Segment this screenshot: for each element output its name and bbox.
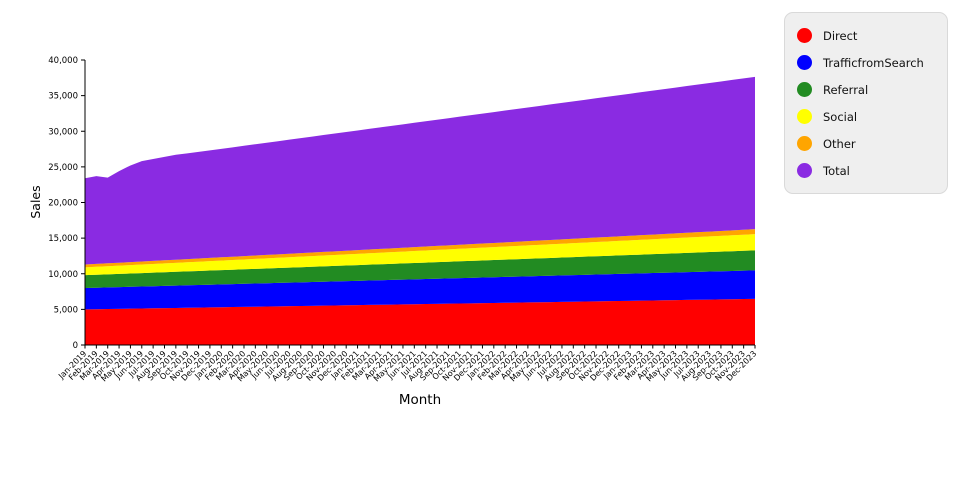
legend-item-total: Total: [797, 157, 935, 184]
legend-label: Total: [823, 163, 850, 178]
legend-label: Direct: [823, 28, 858, 43]
y-tick-label: 20,000: [48, 199, 78, 209]
stacked-area-chart: 0 5,000 10,000 15,000 20,000 25,000 30,000 35,0…: [28, 56, 758, 408]
y-tick-label: 10,000: [48, 270, 78, 280]
y-tick-label: 5,000: [54, 305, 78, 315]
y-axis-title: Sales: [28, 185, 43, 218]
y-tick-label: 15,000: [48, 234, 78, 244]
legend-label: TrafficfromSearch: [823, 55, 924, 70]
legend-marker-icon: [797, 28, 812, 43]
legend-label: Referral: [823, 82, 869, 97]
legend-item-referral: Referral: [797, 76, 935, 103]
y-tick-label: 0: [73, 341, 78, 351]
legend-marker-icon: [797, 82, 812, 97]
legend-item-direct: Direct: [797, 22, 935, 49]
legend-item-trafficfromsearch: TrafficfromSearch: [797, 49, 935, 76]
area-total: [85, 76, 755, 265]
area-referral: [85, 250, 755, 288]
legend-label: Other: [823, 136, 856, 151]
legend-marker-icon: [797, 163, 812, 178]
y-tick-label: 25,000: [48, 163, 78, 173]
area-direct: [85, 298, 755, 345]
legend-marker-icon: [797, 136, 812, 151]
y-tick-label: 40,000: [48, 56, 78, 66]
y-tick-label: 30,000: [48, 127, 78, 137]
area-other: [85, 229, 755, 268]
legend-marker-icon: [797, 109, 812, 124]
area-social: [85, 234, 755, 276]
legend-item-social: Social: [797, 103, 935, 130]
legend-marker-icon: [797, 55, 812, 70]
legend: Direct TrafficfromSearch Referral Social Oth…: [784, 12, 948, 194]
plot-area: [85, 76, 755, 345]
legend-item-other: Other: [797, 130, 935, 157]
area-trafficfromsearch: [85, 270, 755, 310]
y-tick-label: 35,000: [48, 92, 78, 102]
x-axis-title: Month: [399, 392, 441, 408]
legend-label: Social: [823, 109, 858, 124]
